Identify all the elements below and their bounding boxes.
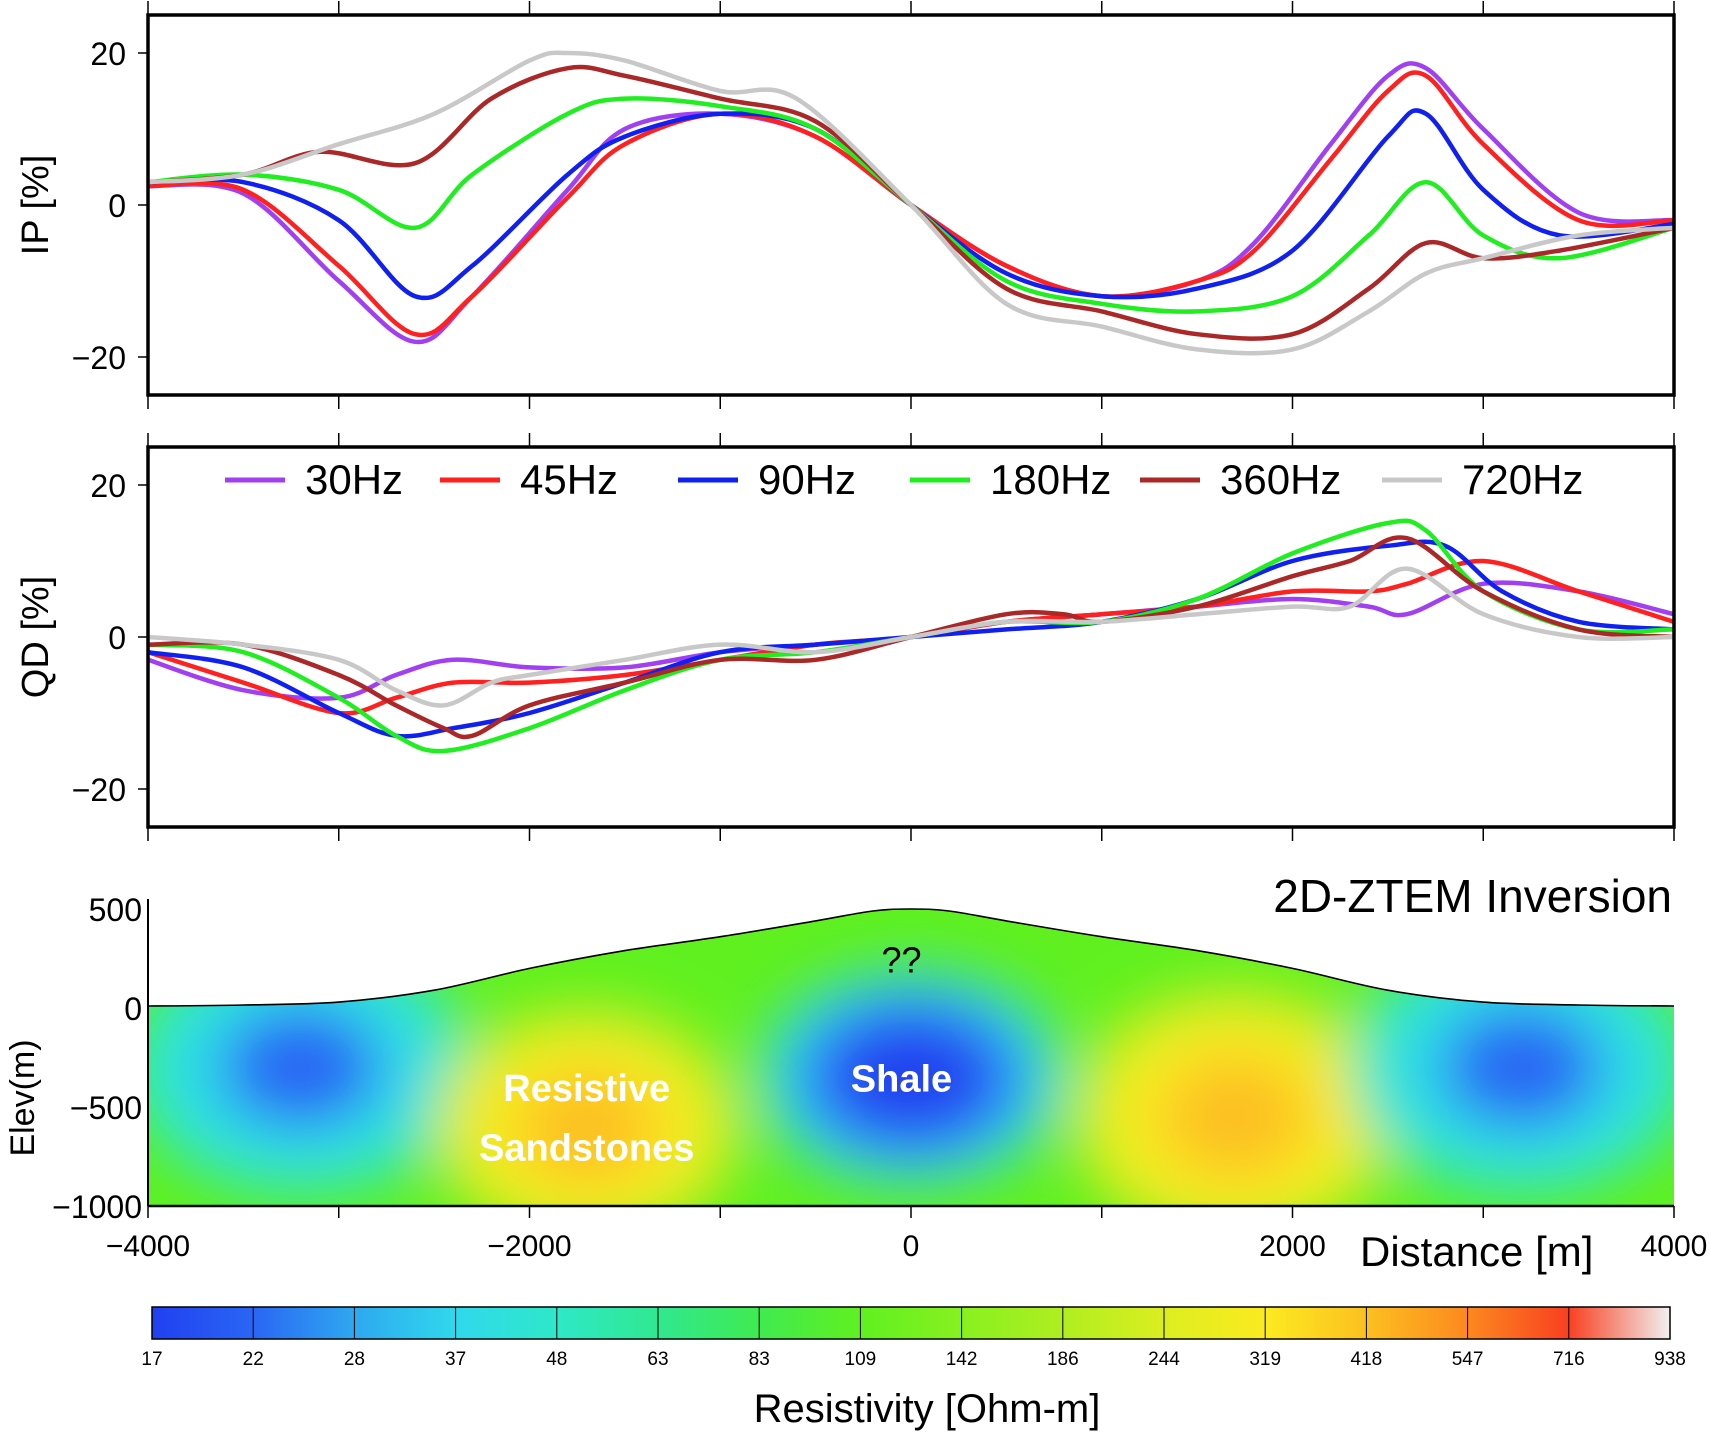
inversion-anomaly-3-ring-2 [1162,1058,1309,1175]
colorbar-tick-label: 244 [1148,1349,1180,1370]
colorbar-tick-label: 28 [344,1349,365,1370]
inversion-xlabel: Distance [m] [1360,1228,1593,1275]
colorbar-tick-label: 418 [1351,1349,1383,1370]
inversion-annotation: Resistive [503,1068,670,1110]
inversion-ytick-label: 0 [124,991,142,1027]
inversion-panel: 500 0 −500 −1000 −4000 −2000 0 2000 4000 2D-ZTEM… [4,870,1707,1275]
colorbar-tick-label: 938 [1654,1349,1686,1370]
ip-gridticks [147,1,1675,409]
inversion-ytick-label: −1000 [52,1189,142,1225]
inversion-title: 2D-ZTEM Inversion [1273,870,1672,922]
ip-yticklabels: −20 0 20 [72,36,148,376]
qd-ytick-label: 20 [90,468,126,504]
legend-label-180hz: 180Hz [990,456,1111,503]
colorbar-frame [151,1306,1671,1340]
legend-label-30hz: 30Hz [305,456,403,503]
ip-series [148,50,1674,356]
colorbar-tick-label: 186 [1047,1349,1079,1370]
qd-ytick-label: 0 [108,620,126,656]
legend-label-45hz: 45Hz [520,456,618,503]
legend-label-720hz: 720Hz [1462,456,1583,503]
inversion-annotation: Sandstones [479,1128,694,1170]
qd-series-720hz [148,566,1674,708]
colorbar-tick-label: 37 [445,1349,466,1370]
inversion-ticks: 500 0 −500 −1000 −4000 −2000 0 2000 4000 [52,892,1707,1263]
ip-series-45hz [148,70,1674,338]
inversion-annotation: ?? [881,940,921,981]
qd-yticklabels: −20 0 20 [72,468,148,808]
colorbar-tick-label: 17 [141,1349,162,1370]
qd-ytick-label: −20 [72,772,126,808]
colorbar-tick-label: 319 [1249,1349,1281,1370]
ip-ytick-label: 0 [108,188,126,224]
qd-gridticks [147,433,1675,841]
inversion-ylabel: Elev(m) [4,1039,42,1156]
colorbar-tick-label: 22 [243,1349,264,1370]
inversion-xtick-label: 4000 [1641,1230,1708,1263]
colorbar-tick-label: 63 [647,1349,668,1370]
qd-series [148,518,1674,754]
colorbar-label: Resistivity [Ohm-m] [754,1387,1101,1431]
ip-ytick-label: 20 [90,36,126,72]
colorbar-tick-label: 716 [1553,1349,1585,1370]
colorbar-tick-label: 547 [1452,1349,1484,1370]
inversion-labels: ?? Resistive Sandstones Shale [479,940,952,1170]
ip-panel: IP [%] −20 0 20 [15,1,1676,409]
inversion-ytick-label: 500 [89,892,142,928]
colorbar: 17 22 28 37 48 63 83 109 142 186 244 319 418 547 716 93… [141,1306,1686,1431]
inversion-ytick-label: −500 [70,1090,142,1126]
colorbar-tick-label: 109 [845,1349,877,1370]
inversion-anomaly-0-ring-2 [223,1009,378,1126]
inversion-xtick-label: 0 [903,1230,920,1263]
ip-series-720hz [148,50,1674,356]
colorbar-tick-label: 83 [749,1349,770,1370]
inversion-xtick-label: −2000 [487,1230,571,1263]
colorbar-ticks: 17 22 28 37 48 63 83 109 142 186 244 319 418 547 716 93… [141,1307,1686,1370]
qd-ylabel: QD [%] [15,576,57,698]
colorbar-bar [152,1307,1670,1339]
legend-label-90hz: 90Hz [758,456,856,503]
ip-ytick-label: −20 [72,340,126,376]
qd-panel: QD [%] −20 0 20 30Hz 45Hz 90Hz 180Hz 360Hz 720H… [15,433,1676,841]
ip-ylabel: IP [%] [15,155,57,256]
colorbar-tick-label: 48 [546,1349,567,1370]
colorbar-tick-label: 142 [946,1349,978,1370]
inversion-anomaly-4-ring-2 [1444,1009,1599,1126]
inversion-anomaly-1-ring-2 [518,1073,656,1181]
legend-label-360hz: 360Hz [1220,456,1341,503]
inversion-annotation: Shale [851,1058,952,1100]
inversion-xtick-label: −4000 [106,1230,190,1263]
topography-line [147,908,1675,1007]
inversion-anomaly-2-ring-2 [842,1028,980,1127]
inversion-xtick-label: 2000 [1259,1230,1326,1263]
legend: 30Hz 45Hz 90Hz 180Hz 360Hz 720Hz [225,456,1583,503]
